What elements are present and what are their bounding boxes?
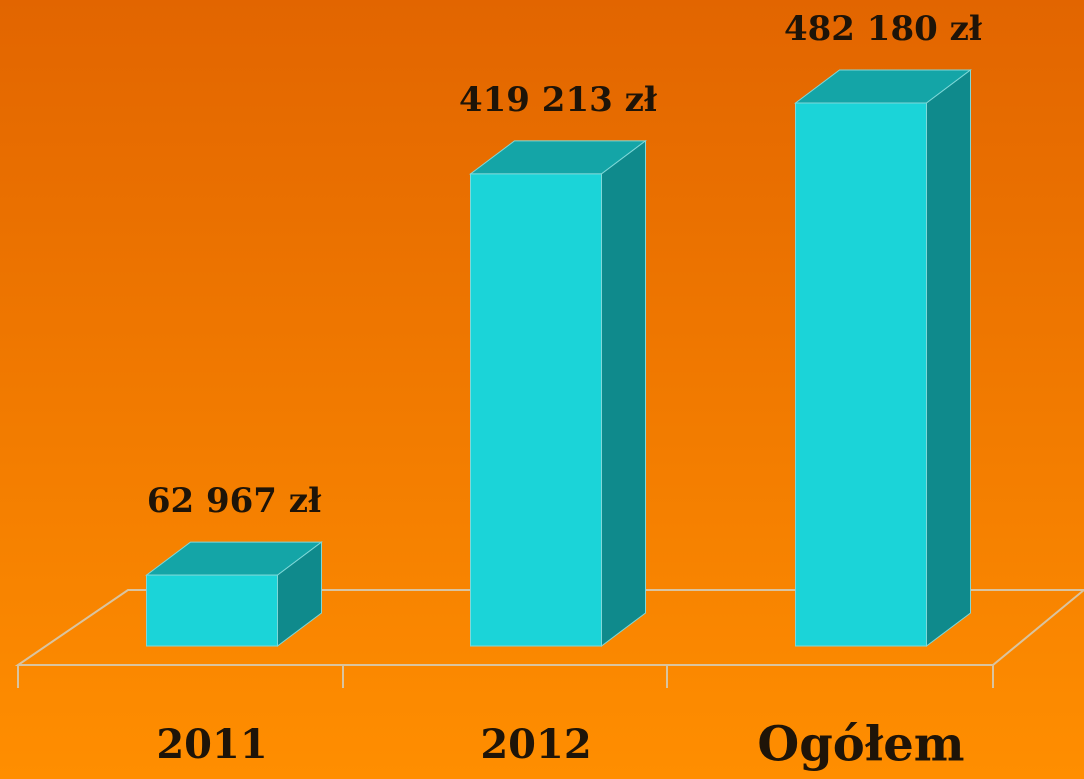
value-label: 62 967 zł [147,481,322,521]
bar [795,102,927,647]
x-tick-label: 2011 [156,721,267,768]
bar [146,574,278,647]
value-label: 482 180 zł [784,9,983,49]
value-label: 419 213 zł [459,80,658,120]
bar-side [926,69,971,647]
bar-side [601,139,646,647]
bar [470,173,602,647]
x-tick-label: Ogółem [757,717,964,773]
x-axis-ticks [17,665,994,688]
x-tick-label: 2012 [480,721,591,768]
